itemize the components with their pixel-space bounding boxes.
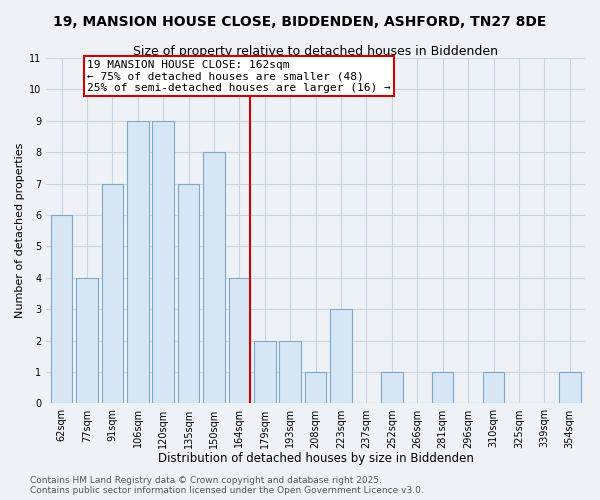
Bar [101, 184, 123, 404]
Bar [483, 372, 505, 404]
Text: 19 MANSION HOUSE CLOSE: 162sqm
← 75% of detached houses are smaller (48)
25% of : 19 MANSION HOUSE CLOSE: 162sqm ← 75% of … [87, 60, 391, 93]
X-axis label: Distribution of detached houses by size in Biddenden: Distribution of detached houses by size … [158, 452, 473, 465]
Bar [178, 184, 199, 404]
Bar [76, 278, 98, 404]
Bar [152, 121, 174, 404]
Bar [280, 340, 301, 404]
Bar [559, 372, 581, 404]
Bar [229, 278, 250, 404]
Bar [127, 121, 149, 404]
Bar [330, 310, 352, 404]
Bar [432, 372, 454, 404]
Bar [51, 215, 73, 404]
Bar [305, 372, 326, 404]
Bar [381, 372, 403, 404]
Title: Size of property relative to detached houses in Biddenden: Size of property relative to detached ho… [133, 45, 498, 58]
Y-axis label: Number of detached properties: Number of detached properties [15, 143, 25, 318]
Text: Contains HM Land Registry data © Crown copyright and database right 2025.
Contai: Contains HM Land Registry data © Crown c… [30, 476, 424, 495]
Bar [254, 340, 275, 404]
Text: 19, MANSION HOUSE CLOSE, BIDDENDEN, ASHFORD, TN27 8DE: 19, MANSION HOUSE CLOSE, BIDDENDEN, ASHF… [53, 15, 547, 29]
Bar [203, 152, 225, 404]
